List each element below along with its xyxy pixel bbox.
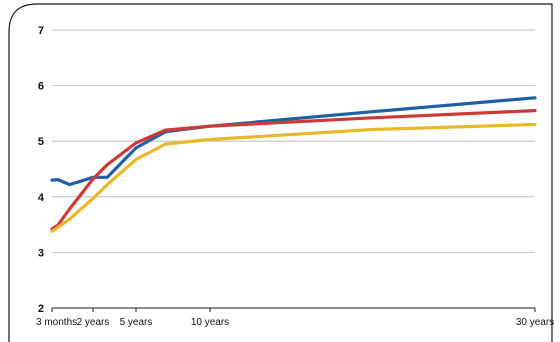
x-tick-label: 5 years <box>120 317 153 328</box>
y-tick-label: 5 <box>38 136 44 148</box>
y-tick-label: 3 <box>38 247 44 259</box>
y-tick-label: 6 <box>38 81 44 93</box>
gridlines <box>52 29 535 253</box>
y-tick-label: 2 <box>38 303 44 315</box>
series-lines <box>50 96 537 233</box>
series-line <box>50 109 537 231</box>
y-axis-ticks: 2 3 4 5 6 7 <box>38 25 45 315</box>
y-tick-label: 4 <box>38 192 45 204</box>
x-axis: 3 months 2 years 5 years 10 years 30 years <box>36 307 554 328</box>
chart-frame <box>8 3 553 342</box>
series-line <box>50 122 537 233</box>
x-tick-label: 3 months <box>36 317 77 328</box>
series-line <box>50 96 537 187</box>
x-tick-label: 2 years <box>77 317 110 328</box>
x-tick-label: 30 years <box>516 317 554 328</box>
x-tick-label: 10 years <box>191 317 229 328</box>
y-tick-label: 7 <box>38 25 44 37</box>
